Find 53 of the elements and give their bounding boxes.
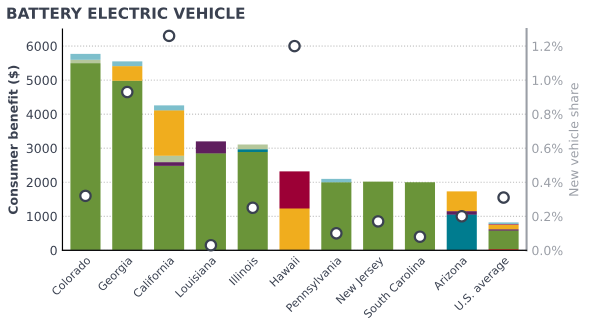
y2-tick-label: 0.2% (532, 212, 563, 222)
bar (279, 208, 310, 250)
bar (321, 182, 352, 250)
bar (112, 66, 142, 81)
y-tick-label: 4000 (26, 110, 57, 120)
y-axis-title: Consumer benefit ($) (8, 66, 20, 214)
y2-tick-label: 0.0% (532, 246, 563, 256)
bar (488, 224, 519, 230)
y2-axis-title: New vehicle share (568, 83, 578, 196)
y-tick-label: 6000 (26, 42, 57, 52)
y2-tick-label: 1.0% (532, 76, 563, 86)
y-tick-label: 2000 (26, 178, 57, 188)
bar (112, 61, 142, 66)
point (246, 202, 259, 214)
chart-title: BATTERY ELECTRIC VEHICLE (7, 7, 244, 19)
bar (404, 182, 436, 250)
bar (154, 105, 184, 110)
point (121, 86, 134, 98)
point (372, 215, 384, 228)
point (456, 210, 468, 223)
bar (196, 141, 226, 154)
point (414, 230, 426, 243)
point (79, 190, 92, 202)
point (497, 191, 510, 204)
y2-tick-label: 0.6% (532, 144, 563, 154)
y2-tick-label: 0.8% (532, 110, 563, 120)
bar (70, 63, 101, 250)
bar (238, 152, 268, 250)
y-tick-label: 1000 (27, 212, 57, 222)
bar (70, 54, 101, 60)
bar (363, 182, 394, 250)
bar (488, 230, 519, 249)
bar (196, 153, 226, 250)
point (162, 30, 176, 42)
point (288, 40, 301, 52)
bar (154, 162, 184, 166)
y2-tick-label: 1.2% (532, 42, 563, 52)
y-tick-label: 3000 (26, 144, 57, 154)
bar (238, 149, 268, 152)
point (330, 227, 343, 240)
bar (154, 110, 184, 156)
bar (238, 144, 268, 150)
y-tick-label: 0 (50, 246, 57, 256)
bar (70, 60, 101, 64)
point (204, 238, 218, 252)
bar (112, 80, 142, 250)
bar (154, 166, 184, 250)
bar (446, 191, 477, 212)
bar (279, 171, 310, 208)
bar (154, 156, 184, 162)
y2-tick-label: 0.4% (532, 178, 563, 188)
y-tick-label: 5000 (26, 76, 57, 86)
bar (446, 214, 477, 250)
